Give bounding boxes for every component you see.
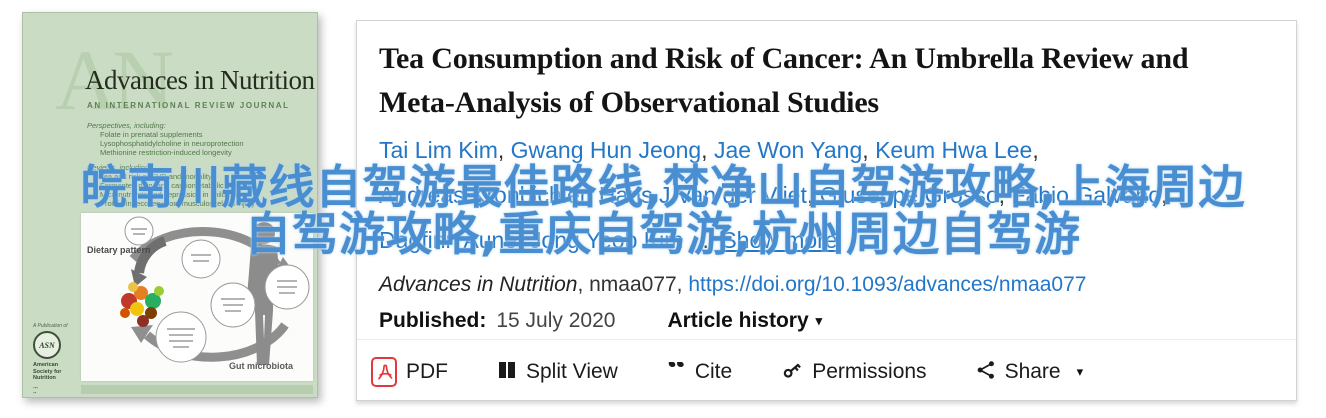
author-link[interactable]: Andreas Kronbichler: [379, 182, 587, 208]
publisher-extra-lines: ▪▪▪ ▪▪: [33, 384, 38, 396]
split-view-label: Split View: [526, 360, 618, 383]
author-separator: ,: [1032, 137, 1039, 163]
journal-name: Advances in Nutrition: [379, 273, 578, 296]
pdf-label: PDF: [406, 360, 448, 383]
author-separator: ,: [517, 227, 530, 253]
journal-citation-line: Advances in Nutrition, nmaa077, https://…: [379, 273, 1274, 297]
authors-line-3-names: Dagfinn Aune, Jong Yeob Kim: [379, 227, 683, 253]
author-link[interactable]: Gwang Hun Jeong: [510, 137, 702, 163]
asn-logo: ASN: [33, 331, 61, 359]
article-title: Tea Consumption and Risk of Cancer: An U…: [379, 42, 1189, 119]
cite-quote-icon: “: [667, 362, 686, 382]
doi-link[interactable]: https://doi.org/10.1093/advances/nmaa077: [688, 273, 1087, 296]
author-link[interactable]: Dagfinn Aune: [379, 227, 518, 253]
share-icon: [976, 360, 996, 385]
pdf-button[interactable]: PDF: [371, 357, 448, 387]
cover-watermark: AN: [55, 32, 174, 128]
cover-list-item: Methionine restriction-induced longevity: [100, 148, 232, 157]
share-button[interactable]: Share ▾: [976, 360, 1084, 385]
perspectives-heading: Perspectives, including:: [87, 121, 166, 130]
article-history-label: Article history: [667, 309, 809, 332]
journal-cover: AN Advances in Nutrition AN INTERNATIONA…: [22, 12, 318, 398]
cover-list-item: Folate in prenatal supplements: [100, 130, 203, 139]
dietary-pattern-label: Dietary pattern: [87, 245, 151, 255]
authors-line-2: Andreas Kronbichler, Hans J Van der Vlie…: [379, 183, 1274, 207]
food-illustration: [120, 282, 164, 327]
perspectives-list: Folate in prenatal supplements Lysophosph…: [87, 130, 307, 157]
human-silhouette-head: [253, 222, 275, 244]
cover-contents-lists: Perspectives, including: Folate in prena…: [87, 121, 307, 208]
author-link[interactable]: Keum Hwa Lee: [875, 137, 1033, 163]
published-row: Published: 15 July 2020 Article history …: [379, 309, 1274, 333]
author-link[interactable]: Tai Lim Kim: [379, 137, 498, 163]
cover-diagram: Dietary pattern Gut microbiota: [87, 216, 310, 371]
author-separator: ,: [1161, 182, 1168, 208]
chevron-down-icon: ▾: [815, 313, 823, 328]
cover-list-item: Lysophosphatidylcholine in neuroprotecti…: [100, 139, 244, 148]
author-separator: ,: [497, 137, 511, 163]
article-id: , nmaa077,: [577, 273, 689, 296]
split-view-icon: [497, 360, 517, 385]
cover-journal-title: Advances in Nutrition: [85, 65, 315, 95]
authors-line-3: Dagfinn Aune, Jong Yeob Kim ... Show mor…: [379, 228, 1274, 252]
authors-ellipsis: ...: [683, 227, 716, 253]
reviews-heading: Reviews, including:: [87, 163, 152, 172]
cover-list-item: Tea and risk of CVD and mortality: [100, 172, 212, 181]
chevron-down-icon: ▾: [1076, 364, 1084, 379]
article-history-toggle[interactable]: Article history ▾: [667, 309, 822, 333]
author-separator: ,: [998, 182, 1012, 208]
cover-list-item: Protein in recovery from musculoskeletal…: [100, 199, 256, 208]
authors-line-1: Tai Lim Kim, Gwang Hun Jeong, Jae Won Ya…: [379, 138, 1274, 162]
publisher-tagline: A Publication of: [33, 323, 68, 329]
author-separator: ,: [806, 182, 820, 208]
published-date: 15 July 2020: [496, 309, 616, 332]
gut-microbiota-label: Gut microbiota: [229, 361, 294, 371]
diagram-node-text: [131, 228, 297, 348]
split-view-button[interactable]: Split View: [497, 360, 618, 385]
show-more-link[interactable]: Show more: [721, 227, 838, 253]
cover-journal-subtitle: AN INTERNATIONAL REVIEW JOURNAL: [87, 101, 290, 110]
cite-button[interactable]: “ Cite: [667, 360, 732, 384]
cover-publisher-block: A Publication of ASN American Society fo…: [33, 323, 77, 396]
cover-list-item: Micronutrients and depression in childre…: [100, 190, 237, 199]
cite-label: Cite: [694, 360, 733, 383]
author-link[interactable]: Hans J Van der Vliet: [598, 182, 807, 208]
author-link[interactable]: Jae Won Yang: [713, 137, 863, 163]
pdf-icon: [371, 357, 397, 387]
cover-diagram-panel: Dietary pattern Gut microbiota: [81, 213, 313, 381]
article-card: Tea Consumption and Risk of Cancer: An U…: [356, 20, 1297, 401]
reviews-list: Tea and risk of CVD and mortality Ferment…: [87, 172, 307, 208]
author-separator: ,: [701, 137, 714, 163]
key-icon: [781, 359, 803, 386]
author-separator: ,: [862, 137, 876, 163]
published-label: Published:: [379, 309, 487, 332]
permissions-label: Permissions: [812, 360, 927, 383]
author-link[interactable]: Giuseppe Grosso: [819, 182, 999, 208]
permissions-button[interactable]: Permissions: [781, 359, 927, 386]
author-separator: ,: [586, 182, 599, 208]
cover-bottom-strip: [81, 385, 313, 394]
cover-list-item: Fermented dairy and cardiometabolic dise…: [100, 181, 252, 190]
publisher-name: American Society for Nutrition: [33, 362, 62, 381]
share-label: Share: [1004, 360, 1061, 383]
author-link[interactable]: Fabio Galvano: [1011, 182, 1162, 208]
author-link[interactable]: Jong Yeob Kim: [529, 227, 684, 253]
article-toolbar: PDF Split View “ Cite: [371, 357, 1274, 387]
toolbar-divider: [357, 339, 1296, 340]
